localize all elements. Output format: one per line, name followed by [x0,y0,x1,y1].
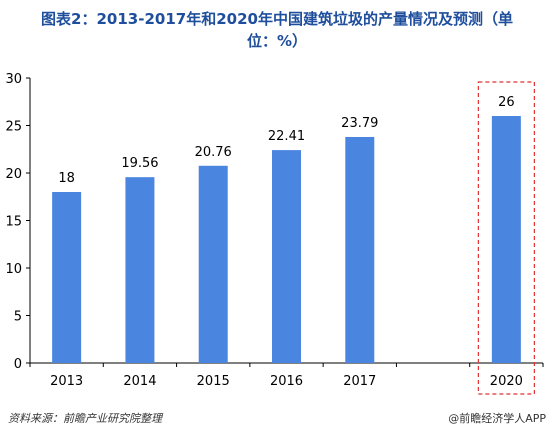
bar [345,136,375,363]
y-tick-label: 20 [5,167,22,182]
chart-title: 图表2：2013-2017年和2020年中国建筑垃圾的产量情况及预测（单位：%） [41,10,513,50]
bar [491,116,521,363]
y-tick-label: 0 [14,357,22,372]
bar [125,177,155,363]
x-tick-label: 2013 [50,374,83,389]
data-label: 22.41 [268,129,305,144]
data-label: 23.79 [341,116,378,131]
data-labels: 18 19.56 20.76 22.41 23.79 26 [58,95,514,186]
y-tick-label: 10 [5,262,22,277]
x-tick-label: 2020 [490,374,523,389]
data-label: 19.56 [121,156,158,171]
data-label: 26 [498,95,515,110]
credit-note: @前瞻经济学人APP [448,412,546,425]
bars [52,116,521,363]
y-tick-labels: 0 5 10 15 20 25 30 [5,72,22,372]
x-tick-label: 2015 [197,374,230,389]
data-label: 18 [58,171,75,186]
y-tick-label: 25 [5,120,22,135]
y-tick-label: 5 [14,310,22,325]
bar [272,150,301,363]
y-tick-label: 15 [5,215,22,230]
x-tick-labels: 2013 2014 2015 2016 2017 2020 [50,374,523,389]
bar [52,192,82,363]
source-note: 资料来源：前瞻产业研究院整理 [8,412,162,425]
x-tick-label: 2016 [270,374,303,389]
forecast-highlight [477,81,535,395]
data-label: 20.76 [195,145,232,160]
bar [198,165,228,363]
x-tick-label: 2014 [123,374,156,389]
x-tick-label: 2017 [343,374,376,389]
y-tick-label: 30 [5,72,22,87]
highlight-box [477,81,535,395]
